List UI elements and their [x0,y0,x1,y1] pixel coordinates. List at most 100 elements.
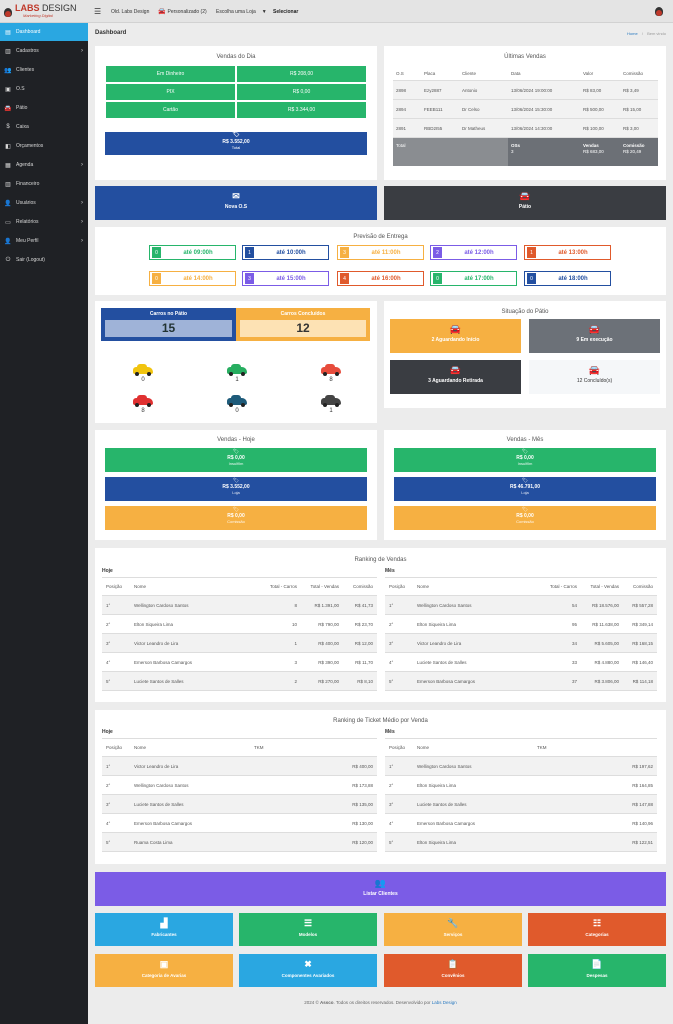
table-row[interactable]: 2894 FEEB111 Dr Celso 13/06/2024 15:30:00 R$… [393,100,658,119]
table-row[interactable]: 3° Victor Leandro de Lira 1 R$ 400,00 R$ 12,… [102,634,377,653]
car-type-count: 0 [141,377,145,383]
previsao-box[interactable]: 3 até 15:00h [242,271,329,286]
aguardando-inicio-box[interactable]: 🚘 2 Aguardando Início [390,319,521,353]
aguardando-retirada-box[interactable]: 🚘 3 Aguardando Retirada [390,360,521,394]
table-row[interactable]: 1° Wellington Cardoso Santos 8 R$ 1.391,00 R… [102,596,377,615]
table-row[interactable]: 2° Elton Siqueira Lima 10 R$ 790,00 R$ 23,70 [102,615,377,634]
sidebar-item-financeiro[interactable]: ▥ Financeiro [0,175,88,193]
hamburger-icon[interactable]: ☰ [94,7,102,16]
previsao-box[interactable]: 1 até 10:00h [242,245,329,260]
table-row[interactable]: 1° Victor Leandro de Lira R$ 400,00 [102,757,377,776]
sidebar-item-o-s[interactable]: ▣ O.S [0,80,88,98]
table-cell: R$ 83,00 [583,87,602,93]
vendas-hoje-card: Vendas - Hoje 🏷 R$ 0,00 Insulfilm 🏷 R$ 3.552… [95,430,377,540]
column-header: Nome [134,584,147,589]
table-row[interactable]: 3° Luciete Santos de Salles R$ 147,88 [385,795,657,814]
select-button[interactable]: Selecionar [273,8,299,15]
previsao-box[interactable]: 0 até 18:00h [524,271,611,286]
developer-link[interactable]: Labs Design [431,1000,457,1005]
table-row[interactable]: 2898 Ezy2887 Antonio 13/06/2024 19:00:00 R$ … [393,81,658,100]
sidebar-item-p-tio[interactable]: 🚘 Pátio [0,99,88,117]
table-row[interactable]: 4° Luciete Santos de Salles 33 R$ 4.880,00 R… [385,653,657,672]
user-avatar[interactable] [654,5,664,17]
carros-no-patio-box: Carros no Pátio 15 [101,308,236,341]
table-row[interactable]: 4° Emerson Barbosa Camargos R$ 140,96 [385,814,657,833]
chevron-right-icon: › [81,48,83,54]
conv-nios-tile[interactable]: 📋 Convênios [384,954,522,987]
table-row[interactable]: 4° Emerson Barbosa Camargos 3 R$ 390,00 R$ 1… [102,653,377,672]
sidebar-item-relat-rios[interactable]: ▭ Relatórios › [0,213,88,231]
column-header: TKM [254,745,264,750]
sidebar-item-clientes[interactable]: 👥 Clientes [0,61,88,79]
table-row[interactable]: 4° Emerson Barbosa Camargos R$ 130,00 [102,814,377,833]
sidebar-item-sair-logout-[interactable]: ⏻ Sair (Logout) [0,251,88,269]
categories-icon: ☷ [592,918,602,928]
table-cell: Elton Siqueira Lima [417,782,457,788]
previsao-box[interactable]: 3 até 11:00h [337,245,424,260]
table-cell: R$ 147,88 [632,801,653,807]
sidebar-item-agenda[interactable]: ▦ Agenda › [0,156,88,174]
table-row[interactable]: 5° Luciete Santos de Salles 2 R$ 270,00 R$ 8… [102,672,377,691]
previsao-box[interactable]: 0 até 14:00h [149,271,236,286]
table-cell: 2 [294,678,297,684]
brand-logo[interactable]: LABS DESIGN Marketing Digital [3,3,87,20]
table-row[interactable]: 2° Elton Siqueira Lima 95 R$ 11.638,00 R$ 34… [385,615,657,634]
componentes-avariados-tile[interactable]: ✖ Componentes Avariados [239,954,377,987]
breadcrumb-home[interactable]: Home [627,31,638,36]
chevron-right-icon: › [81,200,83,206]
store-select[interactable]: Escolha uma Loja ▼ [216,8,267,15]
despesas-tile[interactable]: 📄 Despesas [528,954,666,987]
sidebar-item-dashboard[interactable]: ▤ Dashboard [0,23,88,41]
carros-card: Carros no Pátio 15 Carros Concluídos 12 … [95,301,377,423]
sidebar-item-usu-rios[interactable]: 👤 Usuários › [0,194,88,212]
previsao-time: até 16:00h [371,275,401,282]
tag-icon: 🏷 [232,478,240,484]
em-execucao-box[interactable]: 🚘 9 Em execução [529,319,660,353]
image-icon: ▣ [159,959,169,969]
menu-toggle[interactable]: ☰ [94,0,101,23]
table-row[interactable]: 2° Wellington Cardoso Santos R$ 173,88 [102,776,377,795]
sidebar-item-cadastros[interactable]: ▥ Cadastros › [0,42,88,60]
nova-os-button[interactable]: ✉ Nova O.S [95,186,377,220]
previsao-box[interactable]: 4 até 16:00h [337,271,424,286]
table-row[interactable]: 5° Ruama Costa Lima R$ 120,00 [102,833,377,852]
card-title: Ranking de Vendas [354,557,407,563]
sale-method-label: Cartão [105,101,236,119]
tag-icon: 🏷 [232,132,240,138]
patio-button[interactable]: 🚘 Pátio [384,186,666,220]
table-row[interactable]: 2° Elton Siqueira Lima R$ 164,85 [385,776,657,795]
sidebar-item-meu-perfil[interactable]: 👤 Meu Perfil › [0,232,88,250]
previsao-box[interactable]: 0 até 09:00h [149,245,236,260]
concluidos-box[interactable]: 🚘 12 Concluído(s) [529,360,660,394]
table-cell: Dr Matheus [462,125,486,131]
sale-method-value: R$ 0,00 [236,83,367,101]
table-row[interactable]: 2891 RBD2I55 Dr Matheus 13/06/2024 14:30:00… [393,119,658,138]
sidebar-item-caixa[interactable]: $ Caixa [0,118,88,136]
company-link[interactable]: Old. Labs Design [111,8,150,15]
table-row[interactable]: 1° Wellington Cardoso Santos 54 R$ 18.576,0… [385,596,657,615]
car-type-count: 0 [235,408,239,414]
table-row[interactable]: 1° Wellington Cardoso Santos R$ 197,62 [385,757,657,776]
listar-clientes-button[interactable]: 👥 Listar Clientes [95,872,666,906]
table-row[interactable]: 3° Luciete Santos de Salles R$ 135,00 [102,795,377,814]
previsao-box[interactable]: 0 até 17:00h [430,271,517,286]
categoria-de-avarias-tile[interactable]: ▣ Categoria de Avarias [95,954,233,987]
table-cell: 4° [389,820,394,826]
column-header: Cliente [462,70,477,76]
personalized-link[interactable]: 🚘 Personalizado (2) [158,8,207,16]
table-row[interactable]: 5° Elton Siqueira Lima R$ 122,51 [385,833,657,852]
column-header: Total - Vendas [590,584,619,589]
fabricantes-tile[interactable]: ▟ Fabricantes [95,913,233,946]
categorias-tile[interactable]: ☷ Categorias [528,913,666,946]
sidebar-item-or-amentos[interactable]: ◧ Orçamentos [0,137,88,155]
previsao-box[interactable]: 2 até 12:00h [430,245,517,260]
table-cell: R$ 146,40 [632,659,653,665]
previsao-box[interactable]: 1 até 13:00h [524,245,611,260]
servi-os-tile[interactable]: 🔧 Serviços [384,913,522,946]
table-row[interactable]: 5° Emerson Barbosa Camargos 37 R$ 3.806,00 R… [385,672,657,691]
previsao-count: 0 [152,273,161,284]
table-row[interactable]: 3° Victor Leandro de Lira 34 R$ 5.605,00 R$ … [385,634,657,653]
modelos-tile[interactable]: ☰ Modelos [239,913,377,946]
car-type-count: 8 [141,408,145,414]
table-cell: 3° [389,801,394,807]
